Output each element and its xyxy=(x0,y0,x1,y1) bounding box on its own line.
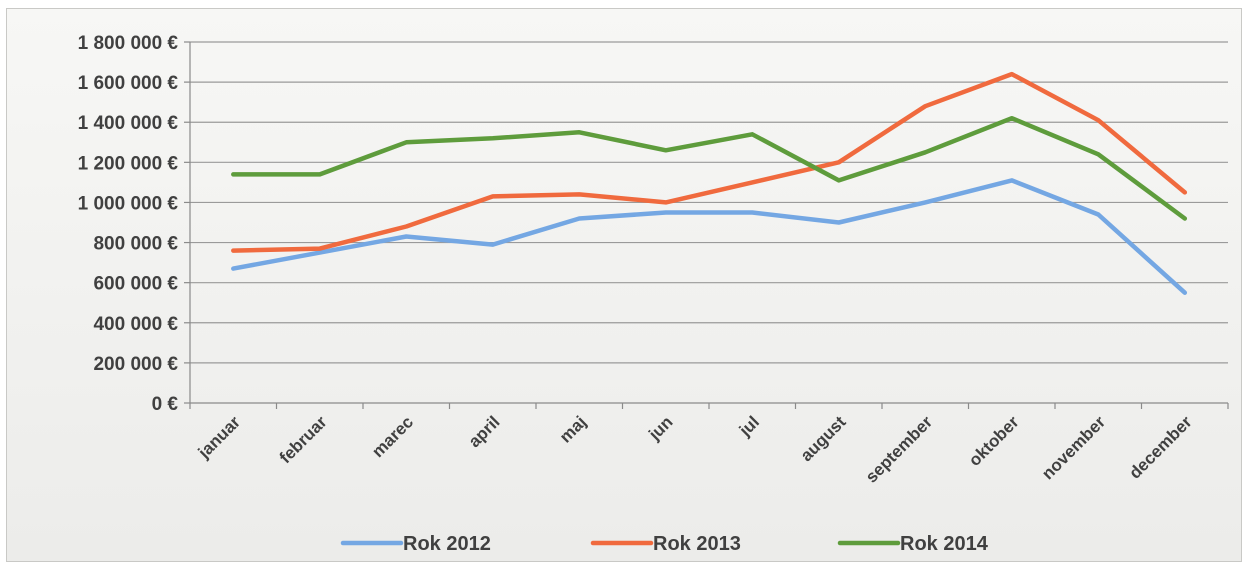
axes xyxy=(189,42,1228,404)
legend-label: Rok 2013 xyxy=(653,533,741,555)
x-tick-label: april xyxy=(465,412,504,451)
legend-label: Rok 2014 xyxy=(900,533,989,555)
legend: Rok 2012 Rok 2013 Rok 2014 xyxy=(340,533,989,555)
series-line-2 xyxy=(231,115,1188,221)
y-tick-label: 800 000 € xyxy=(93,234,178,255)
x-tick-label: september xyxy=(862,412,937,487)
x-tick-label: jul xyxy=(735,412,763,440)
x-tick-label: januar xyxy=(194,412,244,462)
x-tick-label: august xyxy=(797,412,850,465)
y-tick-label: 1 000 000 € xyxy=(78,193,179,214)
x-tick-label: jun xyxy=(644,412,676,444)
y-tick-label: 600 000 € xyxy=(93,274,178,295)
y-tick-label: 1 200 000 € xyxy=(78,153,179,174)
y-tick-label: 1 800 000 € xyxy=(78,33,179,54)
x-tick-label: december xyxy=(1125,412,1196,483)
x-tick-label: februar xyxy=(276,412,331,467)
gridlines xyxy=(190,41,1228,364)
y-axis-ticks: 0 € 200 000 € 400 000 € 600 000 € 800 000 € 1… xyxy=(78,33,190,415)
x-tick-label: marec xyxy=(368,412,417,461)
y-tick-label: 200 000 € xyxy=(93,354,178,375)
series-lines xyxy=(231,71,1188,295)
y-tick-label: 400 000 € xyxy=(93,314,178,335)
y-tick-label: 1 600 000 € xyxy=(78,73,179,94)
series-line-1 xyxy=(231,71,1188,253)
chart-frame xyxy=(6,8,1242,562)
x-tick-label: oktober xyxy=(965,412,1023,470)
y-tick-label: 0 € xyxy=(152,394,179,415)
x-tick-label: maj xyxy=(556,412,590,446)
y-tick-label: 1 400 000 € xyxy=(78,113,179,134)
x-axis-ticks: januar februar marec april maj jun jul august se… xyxy=(189,403,1229,487)
legend-label: Rok 2012 xyxy=(403,533,491,555)
x-tick-label: november xyxy=(1038,412,1109,483)
series-line-0 xyxy=(231,178,1188,295)
